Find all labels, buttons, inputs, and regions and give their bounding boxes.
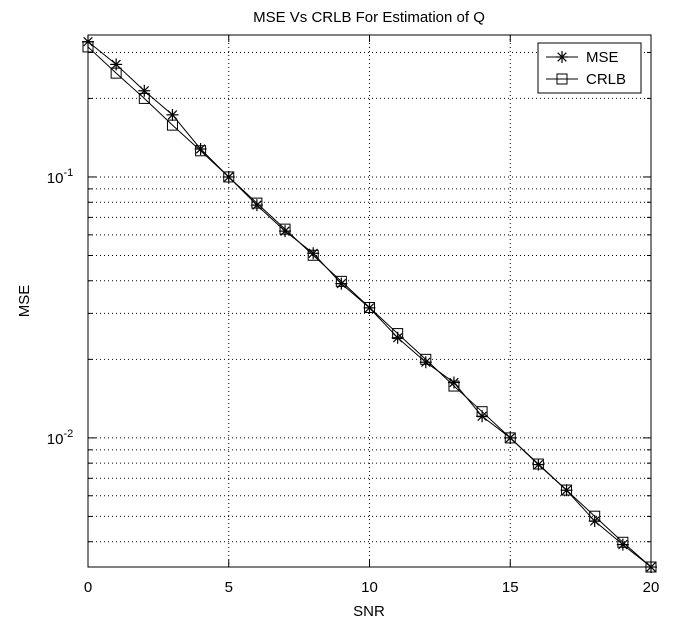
legend-label-crlb: CRLB [586, 71, 626, 88]
legend: MSE CRLB [537, 42, 642, 94]
x-tick-label: 10 [361, 579, 378, 596]
legend-box [537, 42, 642, 94]
data-point-crlb [617, 536, 629, 548]
grid [88, 35, 651, 567]
data-point-mse [335, 277, 348, 290]
data-point-crlb [532, 458, 544, 470]
y-tick-label: 10-1 [47, 167, 73, 187]
data-point-crlb [448, 380, 460, 392]
y-axis: 10-1 10-2 [47, 167, 73, 448]
x-axis: 0 5 10 15 20 [84, 35, 660, 596]
legend-label-mse: MSE [586, 49, 619, 66]
data-point-crlb [223, 171, 235, 183]
x-tick-label: 15 [502, 579, 519, 596]
data-point-crlb [504, 432, 516, 444]
data-point-mse [279, 225, 292, 238]
series-line-crlb [87, 46, 652, 568]
data-point-mse [250, 199, 263, 212]
y-tick-label: 10-2 [47, 428, 73, 448]
data-point-crlb [279, 223, 291, 235]
chart-title: MSE Vs CRLB For Estimation of Q [253, 9, 485, 26]
plot-frame [87, 34, 652, 568]
data-point-crlb [561, 484, 573, 496]
data-point-crlb [645, 561, 657, 573]
x-tick-label: 20 [643, 579, 660, 596]
x-axis-label: SNR [353, 603, 385, 620]
data-point-crlb [110, 67, 122, 79]
data-point-crlb [589, 510, 601, 522]
x-tick-label: 5 [225, 579, 233, 596]
data-point-mse [419, 356, 432, 369]
x-tick-label: 0 [84, 579, 92, 596]
data-point-mse [194, 142, 207, 155]
data-point-mse [307, 247, 320, 260]
data-point-crlb [138, 92, 150, 104]
y-axis-label: MSE [16, 285, 33, 318]
data-point-crlb [476, 406, 488, 418]
data-point-crlb [195, 145, 207, 157]
data-point-crlb [307, 249, 319, 261]
data-point-crlb [166, 119, 178, 131]
data-point-crlb [82, 41, 94, 53]
series-crlb [82, 41, 657, 573]
data-point-crlb [364, 302, 375, 314]
legend-marker-mse [556, 51, 568, 63]
data-point-crlb [392, 328, 404, 340]
data-point-crlb [420, 353, 432, 365]
data-point-crlb [335, 275, 347, 287]
plot-area: 0 5 10 15 20 10-1 10-2 MSE CRLB [47, 34, 660, 596]
legend-marker-crlb [556, 73, 568, 85]
data-point-mse [166, 108, 179, 121]
data-point-mse [616, 538, 629, 551]
data-point-crlb [251, 197, 263, 209]
